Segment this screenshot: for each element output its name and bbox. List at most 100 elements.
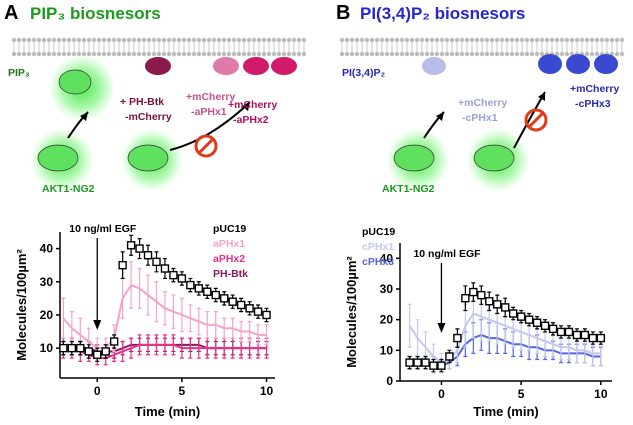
membrane xyxy=(11,37,625,57)
protein xyxy=(145,57,171,75)
lipid-head xyxy=(369,51,375,57)
panel-letter: B xyxy=(336,2,350,24)
lipid-head xyxy=(56,37,62,43)
lipid-head xyxy=(256,37,262,43)
marker xyxy=(152,257,161,267)
marker xyxy=(429,361,438,370)
reporter-label: AKT1-NG2 xyxy=(382,183,435,195)
lipid-head xyxy=(271,51,277,57)
marker xyxy=(135,244,144,253)
lipid-head xyxy=(181,37,187,43)
lipid-head xyxy=(131,51,137,57)
arrow xyxy=(513,91,546,149)
lipid-label: PIP₃ xyxy=(8,67,30,79)
lipid-head xyxy=(349,51,355,57)
lipid-head xyxy=(384,37,390,43)
lipid-head xyxy=(61,51,67,57)
lipid-head xyxy=(474,37,480,43)
lipid-head xyxy=(236,37,242,43)
lipid-head xyxy=(614,37,620,43)
lipid-head xyxy=(524,37,530,43)
marker xyxy=(540,321,550,330)
series xyxy=(59,234,271,363)
protein xyxy=(127,144,169,172)
lipid-head xyxy=(359,51,365,57)
lipid-head xyxy=(276,37,282,43)
lipid-head xyxy=(101,37,107,43)
lipid-head xyxy=(186,37,192,43)
lipid-head xyxy=(619,37,625,43)
biosensor-label: +mCherry -cPHx3 xyxy=(570,83,619,110)
lipid-head xyxy=(16,37,22,43)
lipid-head xyxy=(46,51,52,57)
lipid-head xyxy=(464,51,470,57)
lipid-head xyxy=(599,37,605,43)
lipid-head xyxy=(519,37,525,43)
lipid-head xyxy=(444,37,450,43)
lipid-head xyxy=(479,51,485,57)
lipid-head xyxy=(191,37,197,43)
marker xyxy=(445,352,454,361)
lipid-head xyxy=(26,51,32,57)
lipid-head xyxy=(399,37,405,43)
lipid-head xyxy=(409,37,415,43)
lipid-head xyxy=(534,37,540,43)
lipid-head xyxy=(459,37,465,43)
lipid-head xyxy=(564,37,570,43)
lipid-head xyxy=(226,51,232,57)
x-tick-label: 10 xyxy=(260,384,274,398)
biosensor-label: + PH-Btk -mCherry xyxy=(120,96,172,123)
lipid-head xyxy=(424,51,430,57)
lipid-head xyxy=(499,37,505,43)
marker xyxy=(580,330,590,340)
lipid-head xyxy=(76,37,82,43)
lipid-head xyxy=(344,37,350,43)
lipid-head xyxy=(354,37,360,43)
marker xyxy=(477,290,486,300)
lipid-head xyxy=(469,51,475,57)
lipid-head xyxy=(126,37,132,43)
lipid-head xyxy=(261,37,267,43)
lipid-head xyxy=(484,37,490,43)
marker xyxy=(177,274,187,283)
series xyxy=(405,282,606,373)
lipid-label: PI(3,4)P₂ xyxy=(342,67,386,79)
legend-label: PH-Btk xyxy=(213,268,248,280)
lipid-head xyxy=(271,37,277,43)
y-tick-label: 30 xyxy=(40,275,54,289)
lipid-head xyxy=(231,51,237,57)
marker xyxy=(245,304,254,313)
lipid-head xyxy=(449,51,455,57)
lipid-head xyxy=(41,37,47,43)
lipid-head xyxy=(136,51,142,57)
lipid-head xyxy=(146,51,152,57)
lipid-head xyxy=(364,37,370,43)
protein xyxy=(213,57,239,75)
lipid-head xyxy=(276,51,282,57)
lipid-head xyxy=(404,37,410,43)
marker xyxy=(548,324,558,334)
arrowhead xyxy=(80,112,88,121)
lipid-head xyxy=(489,51,495,57)
lipid-head xyxy=(296,51,302,57)
marker xyxy=(203,287,212,296)
lipid-head xyxy=(281,37,287,43)
lipid-head xyxy=(344,51,350,57)
biosensor-label: +mCherry -aPHx1 xyxy=(186,91,235,118)
lipid-head xyxy=(51,37,57,43)
lipid-head xyxy=(101,51,107,57)
lipid-head xyxy=(251,51,257,57)
lipid-head xyxy=(374,51,380,57)
lipid-head xyxy=(191,51,197,57)
protein xyxy=(37,144,79,172)
lipid-head xyxy=(544,37,550,43)
marker xyxy=(220,294,229,303)
lipid-head xyxy=(559,37,565,43)
marker xyxy=(588,333,598,343)
marker xyxy=(84,347,93,356)
x-tick-label: 5 xyxy=(179,384,186,398)
lipid-head xyxy=(111,51,117,57)
label-line: + PH-Btk xyxy=(120,96,164,108)
lipid-head xyxy=(201,37,207,43)
lipid-head xyxy=(374,37,380,43)
